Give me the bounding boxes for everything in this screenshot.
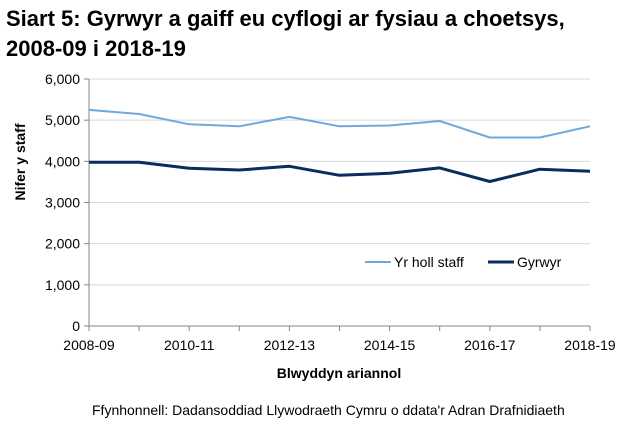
legend-label-all-staff: Yr holl staff: [394, 254, 464, 270]
y-tick-label: 1,000: [45, 277, 80, 293]
legend-label-drivers: Gyrwyr: [517, 254, 562, 270]
y-tick-label: 0: [72, 318, 80, 334]
y-tick-label: 2,000: [45, 236, 80, 252]
y-tick-label: 4,000: [45, 153, 80, 169]
series-line-all-staff: [88, 108, 591, 139]
gridlines: [89, 78, 590, 286]
x-tick-label: 2018-19: [564, 337, 616, 353]
y-tick-label: 6,000: [45, 71, 80, 87]
x-axis-tick-labels: 2008-09 2010-11 2012-13 2014-15 2016-17 2018-…: [63, 337, 616, 353]
y-tick-label: 3,000: [45, 195, 80, 211]
source-note: Ffynhonnell: Dadansoddiad Llywodraeth Cy…: [92, 402, 565, 418]
series-lines: [88, 108, 591, 183]
chart-title-line-2: 2008-09 i 2018-19: [6, 36, 186, 61]
x-tick-label: 2010-11: [164, 337, 215, 353]
x-tick-label: 2016-17: [464, 337, 516, 353]
series-line-drivers: [89, 160, 591, 183]
x-tick-label: 2012-13: [264, 337, 316, 353]
y-axis-tick-labels: 0 1,000 2,000 3,000 4,000 5,000 6,000: [45, 71, 80, 334]
chart-title: Siart 5: Gyrwyr a gaiff eu cyflogi ar fy…: [6, 4, 626, 64]
x-tick-label: 2014-15: [364, 337, 416, 353]
y-axis-title: Nifer y staff: [12, 123, 28, 200]
legend: Yr holl staff Gyrwyr: [365, 254, 562, 270]
axes: [84, 78, 591, 331]
y-tick-label: 5,000: [45, 112, 80, 128]
chart-title-line-1: Siart 5: Gyrwyr a gaiff eu cyflogi ar fy…: [6, 6, 565, 31]
x-tick-label: 2008-09: [63, 337, 115, 353]
x-axis-title: Blwyddyn ariannol: [277, 365, 401, 381]
